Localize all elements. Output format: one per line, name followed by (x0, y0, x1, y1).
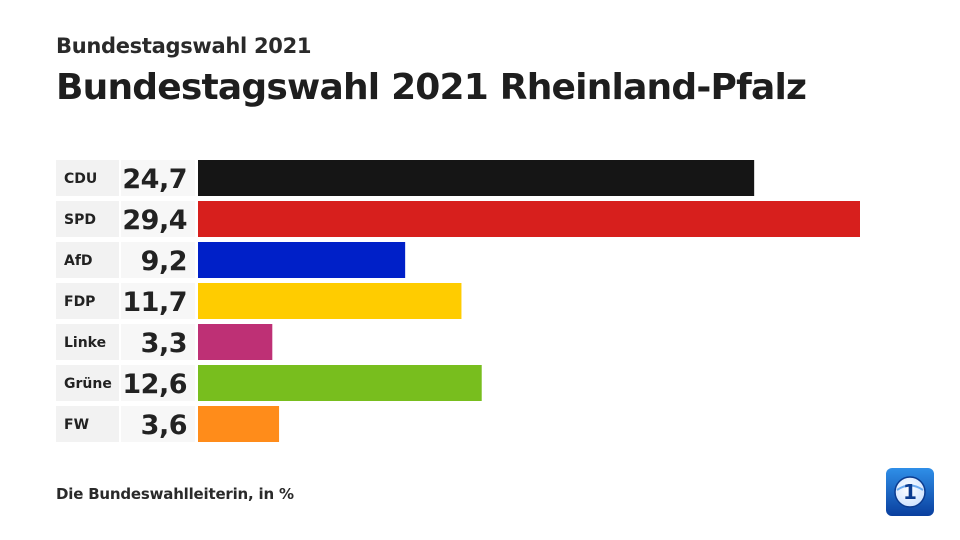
bar-row-fw: FW 3,6 (56, 406, 280, 442)
bar-row-afd: AfD 9,2 (56, 242, 406, 278)
party-label: AfD (64, 253, 93, 269)
value-label-bg (121, 365, 195, 401)
party-label: Grüne (64, 376, 112, 392)
logo-number: 1 (903, 480, 917, 504)
source-note: Die Bundeswahlleiterin, in % (56, 485, 294, 503)
party-label: CDU (64, 171, 97, 187)
party-label-bg (56, 201, 119, 237)
party-label-bg (56, 242, 119, 278)
party-label-bg (56, 324, 119, 360)
value-label: 3,6 (141, 410, 187, 441)
bar-row-spd: SPD 29,4 (56, 201, 860, 237)
party-label: FW (64, 417, 89, 433)
bar-cdu (198, 160, 755, 196)
bar-gr-ne (198, 365, 482, 401)
party-label-bg (56, 365, 119, 401)
party-label-bg (56, 160, 119, 196)
chart-title: Bundestagswahl 2021 Rheinland-Pfalz (56, 67, 807, 108)
value-label: 29,4 (122, 205, 187, 236)
bar-linke (198, 324, 273, 360)
value-label-bg (121, 160, 195, 196)
value-label-bg (121, 283, 195, 319)
bar-spd (198, 201, 860, 237)
chart-subtitle: Bundestagswahl 2021 (56, 34, 312, 58)
value-label: 3,3 (141, 328, 187, 359)
bar-row-fdp: FDP 11,7 (56, 283, 462, 319)
party-label: FDP (64, 294, 95, 310)
value-label-bg (121, 242, 195, 278)
party-label: SPD (64, 212, 96, 228)
ard-logo-icon[interactable]: 1 (886, 468, 934, 516)
party-label: Linke (64, 335, 106, 351)
bar-row-cdu: CDU 24,7 (56, 160, 755, 196)
value-label: 11,7 (122, 287, 187, 318)
value-label: 9,2 (141, 246, 187, 277)
bar-fw (198, 406, 280, 442)
bar-row-gr-ne: Grüne 12,6 (56, 365, 482, 401)
bar-row-linke: Linke 3,3 (56, 324, 273, 360)
bar-afd (198, 242, 406, 278)
party-label-bg (56, 406, 119, 442)
bar-fdp (198, 283, 462, 319)
value-label-bg (121, 324, 195, 360)
party-label-bg (56, 283, 119, 319)
value-label: 12,6 (122, 369, 187, 400)
value-label-bg (121, 406, 195, 442)
value-label-bg (121, 201, 195, 237)
value-label: 24,7 (122, 164, 187, 195)
